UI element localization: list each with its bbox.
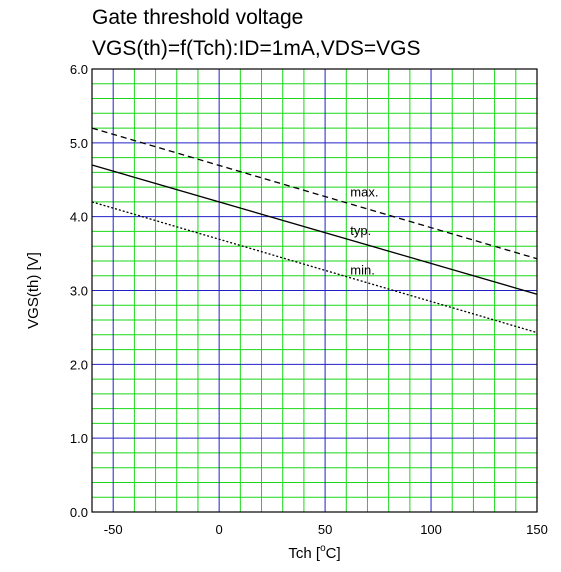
y-tick-label: 6.0 [70, 62, 88, 77]
series-labels: max. typ. min. [350, 185, 378, 278]
series-line-min [91, 201, 538, 334]
y-tick-label: 0.0 [70, 505, 88, 520]
series-label-max: max. [350, 185, 378, 200]
series-lines [91, 127, 538, 334]
y-tick-label: 3.0 [70, 284, 88, 299]
x-axis-label: Tch [oC] [288, 543, 340, 562]
x-tick-label: 100 [420, 522, 442, 537]
series-line-typ [91, 164, 538, 295]
major-grid [92, 69, 537, 512]
y-tick-label: 5.0 [70, 136, 88, 151]
chart-subtitle: VGS(th)=f(Tch):ID=1mA,VDS=VGS [92, 37, 421, 60]
series-line-max [91, 127, 538, 260]
series-label-typ: typ. [350, 223, 371, 238]
y-tick-label: 4.0 [70, 210, 88, 225]
y-axis-label: VGS(th) [V] [25, 252, 42, 329]
x-tick-label: 150 [526, 522, 548, 537]
tick-labels: -50 0 50 100 150 0.0 1.0 2.0 3.0 4.0 5.0 6.0 [70, 62, 548, 537]
chart-title: Gate threshold voltage [92, 6, 304, 29]
y-tick-label: 2.0 [70, 357, 88, 372]
plot-frame [91, 68, 538, 513]
x-tick-label: -50 [104, 522, 123, 537]
series-label-min: min. [350, 262, 375, 277]
x-tick-label: 0 [216, 522, 223, 537]
y-tick-label: 1.0 [70, 431, 88, 446]
x-tick-label: 50 [318, 522, 332, 537]
